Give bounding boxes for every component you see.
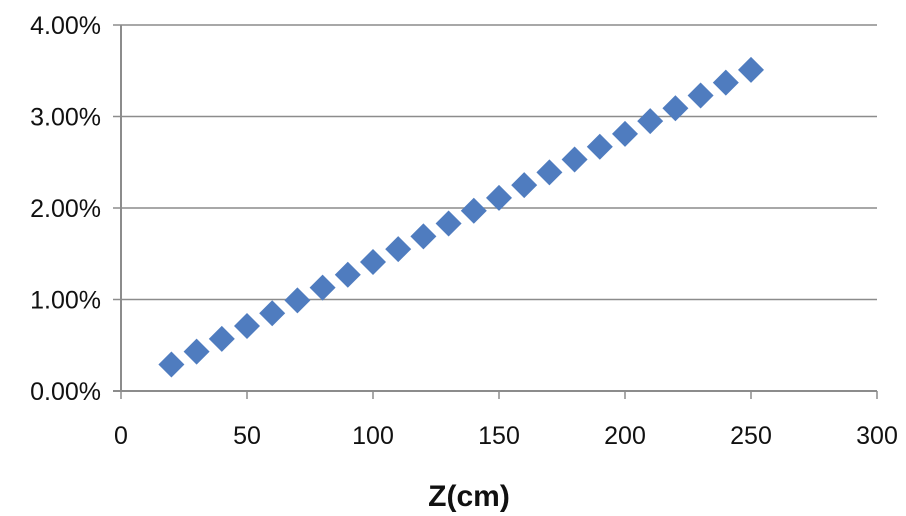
x-tick-label-1: 50 <box>233 422 261 450</box>
data-point-10 <box>410 223 437 250</box>
data-point-9 <box>385 236 412 263</box>
y-axis-ticks: 0.00% 1.00% 2.00% 3.00% 4.00% <box>30 12 121 406</box>
data-point-22 <box>712 69 739 96</box>
data-point-14 <box>511 172 538 199</box>
data-point-5 <box>284 287 311 314</box>
x-tick-label-0: 0 <box>114 422 128 450</box>
data-point-7 <box>334 261 361 288</box>
data-point-2 <box>208 325 235 352</box>
data-point-23 <box>738 56 764 83</box>
data-point-3 <box>234 313 260 340</box>
x-tick-label-4: 200 <box>604 422 646 450</box>
data-point-13 <box>486 184 512 211</box>
y-tick-label-0: 0.00% <box>30 378 101 406</box>
data-point-16 <box>561 146 588 173</box>
x-axis-ticks: 0 50 100 150 200 250 300 <box>114 391 898 450</box>
data-point-11 <box>435 210 462 237</box>
y-tick-label-4: 4.00% <box>30 12 101 40</box>
data-point-1 <box>183 338 210 365</box>
y-tick-label-1: 1.00% <box>30 287 101 315</box>
data-point-17 <box>586 133 613 160</box>
data-point-4 <box>259 300 286 327</box>
data-point-19 <box>637 108 664 135</box>
x-axis-title: Z(cm) <box>428 480 510 513</box>
y-tick-label-2: 2.00% <box>30 195 101 223</box>
data-points <box>158 56 764 378</box>
data-point-18 <box>612 120 638 147</box>
y-tick-label-3: 3.00% <box>30 104 101 132</box>
data-point-21 <box>687 82 714 109</box>
data-point-12 <box>460 197 487 224</box>
x-tick-label-5: 250 <box>730 422 772 450</box>
data-point-0 <box>158 351 185 378</box>
x-tick-label-3: 150 <box>478 422 520 450</box>
data-point-6 <box>309 274 336 301</box>
x-tick-label-2: 100 <box>352 422 394 450</box>
x-tick-label-6: 300 <box>856 422 898 450</box>
data-point-8 <box>360 248 386 275</box>
grid-lines <box>121 24 877 301</box>
data-point-15 <box>536 159 563 186</box>
data-point-20 <box>662 95 689 122</box>
